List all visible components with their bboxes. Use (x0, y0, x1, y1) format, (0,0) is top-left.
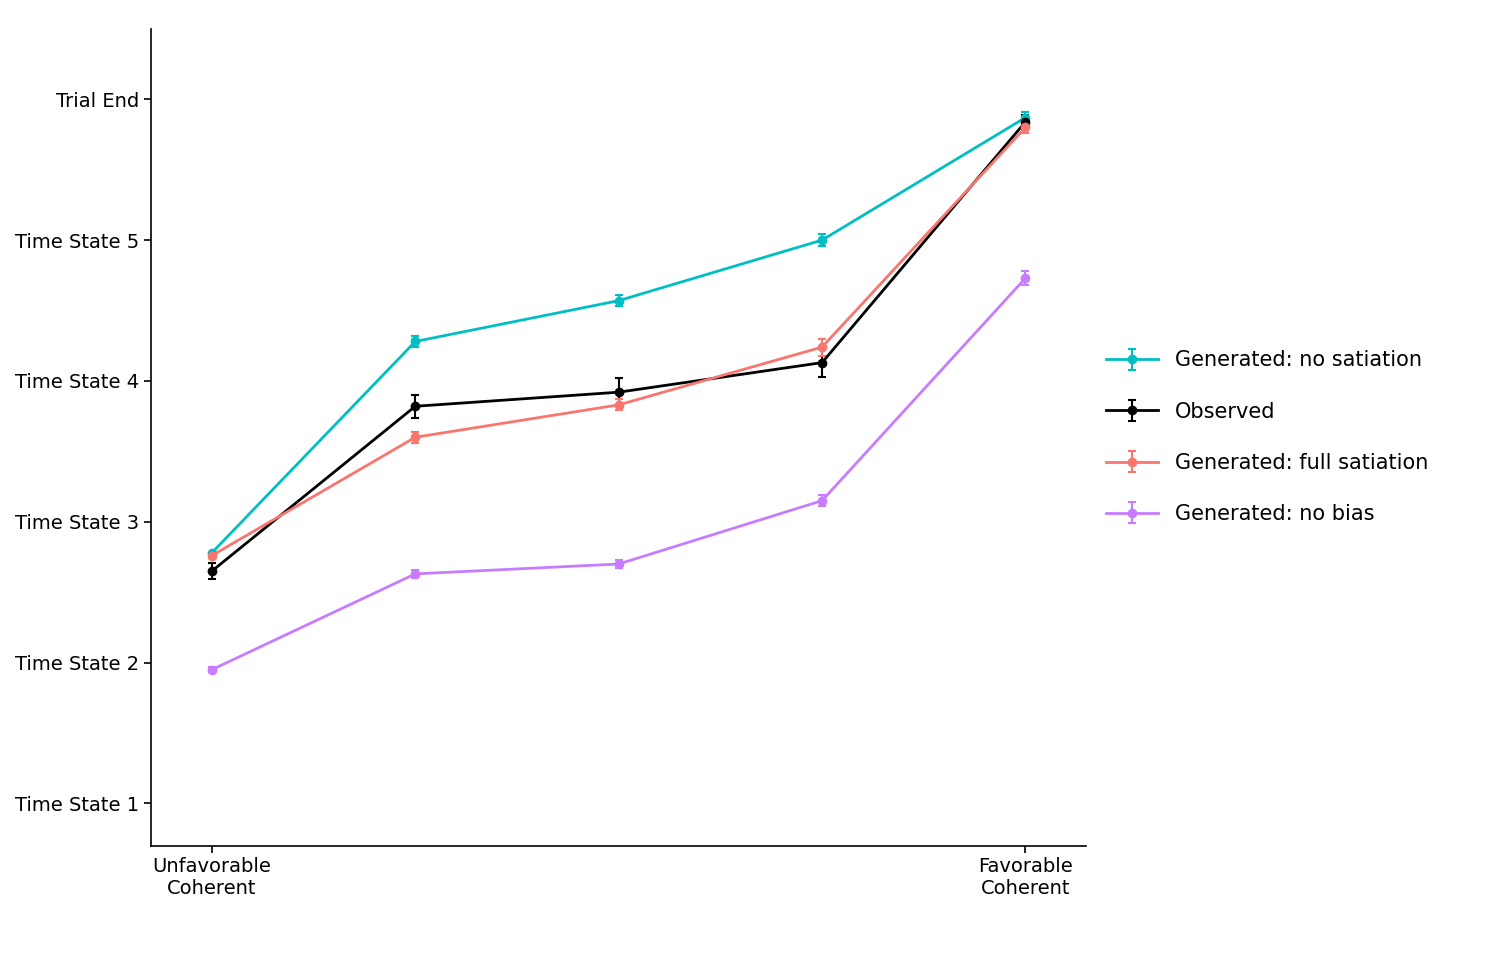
Legend: Generated: no satiation, Observed, Generated: full satiation, Generated: no bias: Generated: no satiation, Observed, Gener… (1106, 351, 1429, 524)
